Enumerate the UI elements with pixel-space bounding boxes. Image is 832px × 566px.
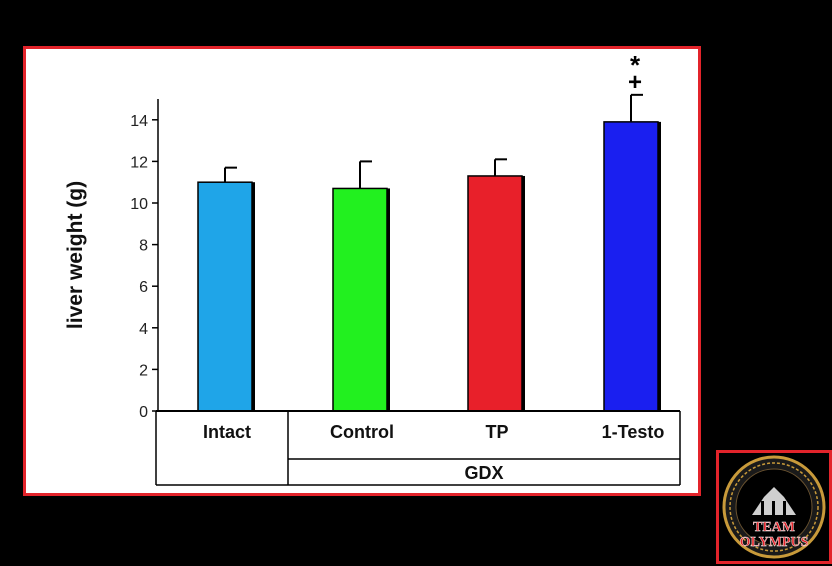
- significance-plus: +: [628, 69, 642, 96]
- category-label-control: Control: [330, 422, 394, 442]
- logo-text-team: TEAM: [753, 520, 795, 535]
- y-tick-label: 0: [139, 404, 148, 421]
- y-tick-label: 12: [130, 154, 148, 171]
- y-tick-label: 14: [130, 113, 148, 130]
- y-tick-label: 4: [139, 321, 148, 338]
- y-tick-label: 8: [139, 238, 148, 255]
- bar-1-testo: [603, 121, 659, 412]
- bar-intact: [197, 181, 253, 412]
- liver-weight-bar-chart: 0 2 4 6 8 10 12 14 +* Intact Control TP 1-Testo GDX…: [64, 50, 681, 486]
- bar-tp: [467, 175, 523, 412]
- y-tick-label: 10: [130, 196, 148, 213]
- logo-text-olympus: OLYMPUS: [740, 535, 809, 550]
- y-tick-label: 2: [139, 362, 148, 379]
- bars: +*: [197, 50, 661, 412]
- y-axis-label: liver weight (g): [64, 181, 87, 329]
- chart-frame: 0 2 4 6 8 10 12 14 + * Intact Control TP 1-Testo GDX…: [23, 46, 701, 496]
- group-label-gdx: GDX: [464, 463, 503, 483]
- category-table: Intact Control TP 1-Testo GDX: [155, 410, 681, 486]
- y-tick-label: 6: [139, 279, 148, 296]
- bar-control: [332, 187, 388, 412]
- category-label-1-testo: 1-Testo: [602, 422, 665, 442]
- significance-star: *: [630, 50, 641, 80]
- team-olympus-logo: TEAM OLYMPUS: [716, 450, 832, 564]
- category-label-intact: Intact: [203, 422, 251, 442]
- category-label-tp: TP: [485, 422, 508, 442]
- y-axis: 0 2 4 6 8 10 12 14: [130, 99, 159, 421]
